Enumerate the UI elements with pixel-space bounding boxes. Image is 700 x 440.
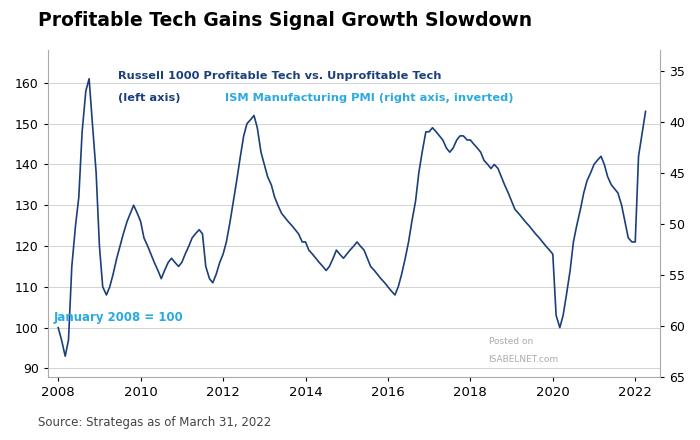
Text: (left axis): (left axis) bbox=[118, 93, 192, 103]
Text: January 2008 = 100: January 2008 = 100 bbox=[54, 311, 184, 324]
Text: Posted on: Posted on bbox=[489, 337, 533, 346]
Text: Source: Strategas as of March 31, 2022: Source: Strategas as of March 31, 2022 bbox=[38, 416, 272, 429]
Text: ISABELNET.com: ISABELNET.com bbox=[489, 356, 559, 364]
Text: Russell 1000 Profitable Tech vs. Unprofitable Tech: Russell 1000 Profitable Tech vs. Unprofi… bbox=[118, 71, 442, 81]
Text: ISM Manufacturing PMI (right axis, inverted): ISM Manufacturing PMI (right axis, inver… bbox=[225, 93, 514, 103]
Text: Profitable Tech Gains Signal Growth Slowdown: Profitable Tech Gains Signal Growth Slow… bbox=[38, 11, 533, 30]
